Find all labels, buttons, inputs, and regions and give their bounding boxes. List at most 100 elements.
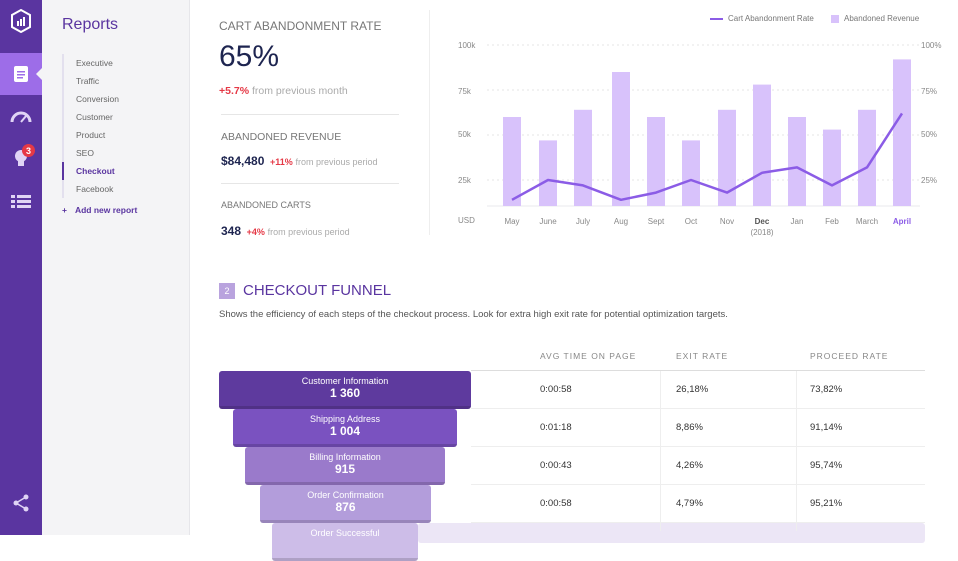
notification-badge: 3 <box>22 144 35 157</box>
funnel-step[interactable]: Billing Information 915 <box>245 447 445 485</box>
bar-july <box>574 109 592 206</box>
step-name: Billing Information <box>309 452 381 462</box>
revenue-note: from previous period <box>295 157 378 167</box>
x-tick-sublabel: (2018) <box>750 228 773 237</box>
funnel-row: 0:00:58 26,18% 73,82% <box>471 371 925 409</box>
nav-item-customer[interactable]: Customer <box>76 112 113 122</box>
step-name: Order Successful <box>310 528 380 538</box>
x-tick-label: March <box>856 217 878 226</box>
funnel-row: 0:01:18 8,86% 91,14% <box>471 409 925 447</box>
y2-tick: 25% <box>921 176 938 185</box>
bar-may <box>503 117 521 206</box>
carts-label: ABANDONED CARTS <box>221 200 311 210</box>
rate-delta: +5.7% <box>219 85 250 97</box>
nav-item-traffic[interactable]: Traffic <box>76 76 100 86</box>
y2-tick: 75% <box>921 87 938 96</box>
nav-item-conversion[interactable]: Conversion <box>76 94 119 104</box>
step-name: Customer Information <box>301 376 389 386</box>
col-proceed-rate: PROCEED RATE <box>810 351 889 361</box>
carts-delta: +4% <box>246 227 265 237</box>
x-tick-label: Oct <box>685 217 698 226</box>
logo-icon[interactable] <box>0 0 42 42</box>
proceed-rate-cell: 73,82% <box>810 384 843 395</box>
nav-item-executive[interactable]: Executive <box>76 58 113 68</box>
x-tick-label: Dec <box>755 217 770 226</box>
avg-time-cell: 0:00:43 <box>540 460 572 471</box>
reports-nav: Executive Traffic Conversion Customer Pr… <box>62 54 119 198</box>
proceed-rate-cell: 95,74% <box>810 460 843 471</box>
revenue-label: ABANDONED REVENUE <box>221 131 342 143</box>
x-tick-label: July <box>576 217 590 226</box>
x-tick-label: June <box>539 217 557 226</box>
revenue-delta: +11% <box>269 157 293 167</box>
rate-line <box>511 112 904 202</box>
rate-note: from previous month <box>252 85 348 97</box>
divider <box>221 114 399 115</box>
exit-rate-cell: 4,79% <box>676 498 703 509</box>
bar-march <box>858 109 876 206</box>
bar-sept <box>647 117 665 206</box>
step-count: 1 004 <box>329 424 361 438</box>
funnel-row: 0:00:43 4,26% 95,74% <box>471 447 925 485</box>
y-tick: 25k <box>458 176 471 185</box>
nav-item-checkout[interactable]: Checkout <box>62 162 119 180</box>
abandonment-chart: May June July Aug Sept Oct Nov Dec (2018) Jan Feb M… <box>487 44 920 237</box>
bar-april <box>893 59 911 207</box>
x-tick-label: Nov <box>720 217 734 226</box>
proceed-rate-cell: 91,14% <box>810 422 843 433</box>
revenue-value: $84,480 <box>221 154 265 168</box>
divider <box>429 10 430 235</box>
legend-revenue: Abandoned Revenue <box>831 14 919 23</box>
y-tick: 100k <box>458 41 476 50</box>
panel-title: Reports <box>62 16 119 33</box>
y2-tick: 100% <box>921 41 942 50</box>
carts-note: from previous period <box>267 227 350 237</box>
add-report-label: Add new report <box>74 205 138 215</box>
funnel-step[interactable]: Order Confirmation 876 <box>260 485 431 523</box>
nav-item-facebook[interactable]: Facebook <box>76 184 114 194</box>
share-icon[interactable] <box>0 482 42 524</box>
rate-value: 65% <box>219 40 280 73</box>
bar-feb <box>823 129 841 206</box>
bar-jan <box>788 117 806 206</box>
rate-label: CART ABANDONMENT RATE <box>219 19 382 33</box>
bar-aug <box>612 72 630 206</box>
divider <box>221 183 399 184</box>
funnel-step[interactable]: Shipping Address 1 004 <box>233 409 457 447</box>
reports-icon[interactable] <box>0 53 42 95</box>
speedometer-icon[interactable] <box>0 96 42 138</box>
section-header: 2 CHECKOUT FUNNEL <box>219 282 391 299</box>
y-tick: 75k <box>458 87 471 96</box>
exit-rate-cell: 8,86% <box>676 422 703 433</box>
funnel-row <box>418 523 925 543</box>
icon-rail: 3 <box>0 0 42 535</box>
step-count: 915 <box>334 462 356 476</box>
section-description: Shows the efficiency of each steps of th… <box>219 309 728 320</box>
col-avg-time: AVG TIME ON PAGE <box>540 351 637 361</box>
funnel-step[interactable]: Order Successful <box>272 523 418 561</box>
bar-oct <box>682 140 700 206</box>
funnel-step[interactable]: Customer Information 1 360 <box>219 371 471 409</box>
y-axis-unit: USD <box>458 216 475 225</box>
nav-item-product[interactable]: Product <box>76 130 106 140</box>
step-count: 876 <box>335 500 356 514</box>
bar-nov <box>718 109 736 206</box>
exit-rate-cell: 26,18% <box>676 384 709 395</box>
avg-time-cell: 0:01:18 <box>540 422 572 433</box>
add-report-button[interactable]: + Add new report <box>62 205 137 215</box>
y-tick: 50k <box>458 130 471 139</box>
lightbulb-icon[interactable]: 3 <box>0 138 42 180</box>
x-tick-label: April <box>893 217 911 226</box>
y2-tick: 50% <box>921 130 938 139</box>
step-name: Order Confirmation <box>307 490 384 500</box>
bar-dec <box>753 84 771 206</box>
section-title: CHECKOUT FUNNEL <box>243 282 392 299</box>
x-tick-label: Feb <box>825 217 839 226</box>
list-icon[interactable] <box>0 181 42 223</box>
plus-icon: + <box>62 205 67 215</box>
x-tick-label: Aug <box>614 217 628 226</box>
col-exit-rate: EXIT RATE <box>676 351 729 361</box>
nav-item-seo[interactable]: SEO <box>76 148 94 158</box>
carts-value: 348 <box>221 224 242 238</box>
bar-june <box>539 140 557 206</box>
